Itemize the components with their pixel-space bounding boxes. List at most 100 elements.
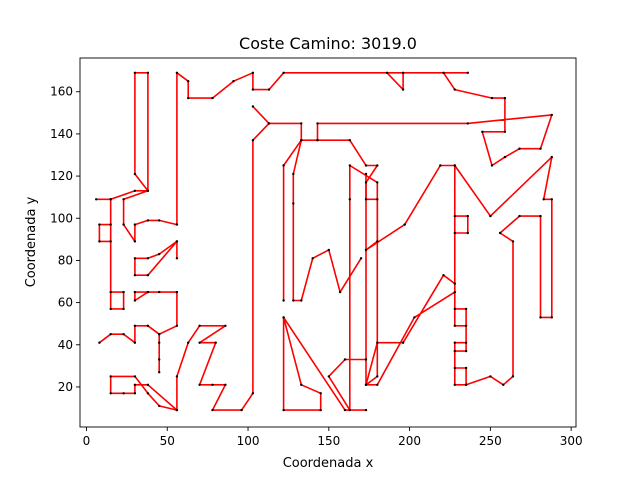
node-point — [539, 214, 542, 218]
node-point — [122, 223, 125, 226]
node-point — [466, 214, 469, 218]
y-tick-label: 160 — [50, 85, 73, 99]
node-point — [489, 214, 492, 218]
node-point — [489, 375, 492, 378]
node-point — [187, 80, 190, 83]
node-point — [109, 290, 112, 294]
x-tick-label: 250 — [479, 434, 502, 448]
node-point — [453, 366, 456, 370]
node-point — [376, 181, 379, 184]
node-point — [453, 383, 456, 386]
y-tick-label: 60 — [58, 296, 73, 310]
plot-area-frame — [79, 57, 577, 428]
node-point — [282, 316, 285, 319]
node-point — [348, 408, 351, 412]
path-segment-6 — [282, 316, 366, 411]
node-point — [146, 257, 150, 260]
node-point — [109, 223, 112, 226]
node-point — [133, 223, 137, 226]
y-tick-label: 20 — [58, 380, 73, 394]
node-point — [198, 383, 201, 386]
node-point — [539, 147, 542, 150]
node-point — [550, 316, 553, 319]
node-point — [453, 324, 456, 327]
node-point — [453, 290, 456, 294]
node-point — [327, 248, 330, 252]
path-segment-7 — [328, 164, 379, 411]
x-axis-ticks: 0 50 100 150 200 250 300 — [83, 427, 583, 448]
node-point — [348, 139, 351, 142]
node-point — [511, 240, 515, 243]
node-point — [133, 257, 137, 260]
node-point — [146, 71, 150, 75]
node-point — [187, 341, 190, 344]
node-point — [464, 349, 468, 353]
node-point — [464, 366, 468, 370]
node-point — [251, 71, 255, 75]
node-point — [503, 96, 507, 100]
node-point — [122, 392, 125, 395]
node-point — [401, 71, 405, 75]
node-point — [502, 383, 505, 386]
node-point — [348, 198, 351, 201]
x-tick-label: 150 — [317, 434, 340, 448]
node-point — [311, 257, 314, 260]
node-point — [343, 408, 347, 412]
node-point — [481, 130, 484, 133]
path-segment-2 — [269, 122, 318, 141]
node-point — [133, 324, 137, 327]
node-point — [133, 172, 137, 176]
x-tick-label: 50 — [160, 434, 175, 448]
y-tick-label: 80 — [58, 253, 73, 267]
chart-title: Coste Camino: 3019.0 — [239, 34, 417, 53]
node-point — [359, 257, 363, 260]
node-point — [122, 198, 125, 201]
node-point — [453, 164, 456, 167]
y-axis-label: Coordenada y — [24, 196, 39, 287]
node-point — [158, 358, 161, 361]
node-point — [98, 341, 101, 344]
node-point — [267, 122, 271, 125]
node-point — [319, 408, 322, 412]
node-point — [466, 122, 469, 125]
node-point — [224, 383, 227, 386]
node-point — [466, 71, 469, 75]
node-point — [282, 71, 285, 75]
node-point — [316, 139, 319, 142]
node-point — [133, 383, 137, 386]
node-point — [364, 164, 368, 167]
node-point — [109, 307, 112, 311]
node-point — [550, 198, 553, 201]
y-tick-label: 140 — [50, 127, 73, 141]
node-point — [490, 96, 494, 100]
node-point — [539, 316, 542, 319]
node-point — [146, 274, 150, 277]
node-point — [122, 307, 125, 311]
node-point — [343, 358, 347, 361]
node-point — [385, 71, 389, 75]
node-point — [319, 392, 322, 395]
node-point — [453, 214, 456, 218]
node-point — [348, 164, 351, 167]
node-point — [198, 341, 201, 344]
node-point — [133, 274, 137, 277]
node-point — [466, 231, 469, 235]
path-segment-4 — [134, 240, 178, 276]
node-point — [122, 333, 125, 336]
y-axis-ticks: 20 40 60 80 100 120 140 160 — [50, 85, 80, 394]
node-point — [158, 333, 161, 336]
x-axis-label: Coordenada x — [283, 456, 374, 471]
node-point — [175, 290, 179, 294]
node-point — [211, 96, 214, 100]
node-point — [364, 172, 368, 176]
node-point — [158, 341, 161, 344]
node-point — [95, 198, 98, 201]
node-point — [413, 316, 416, 319]
node-point — [300, 139, 303, 142]
node-point — [109, 333, 112, 336]
node-point — [133, 189, 137, 192]
node-point — [300, 299, 303, 302]
node-point — [175, 375, 179, 378]
node-point — [300, 383, 303, 386]
node-point — [364, 248, 368, 252]
